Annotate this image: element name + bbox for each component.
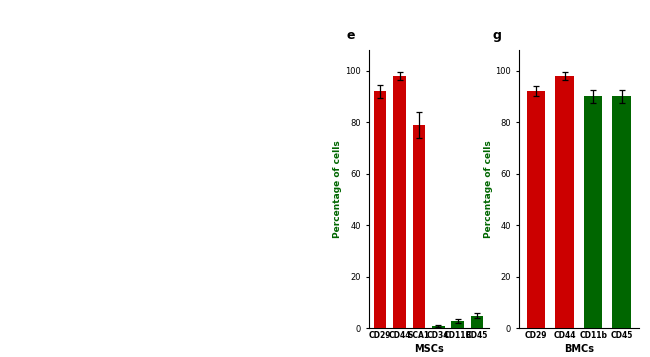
X-axis label: BMCs: BMCs	[564, 345, 594, 355]
Bar	[584, 96, 603, 328]
Bar	[612, 96, 631, 328]
Bar	[526, 91, 545, 328]
Text: g: g	[492, 29, 501, 42]
Bar	[374, 91, 387, 328]
Text: e: e	[347, 29, 356, 42]
Bar	[432, 326, 445, 328]
Bar	[452, 321, 464, 328]
Bar	[471, 316, 484, 328]
Bar	[555, 76, 574, 328]
X-axis label: MSCs: MSCs	[414, 345, 443, 355]
Bar	[413, 125, 425, 328]
Y-axis label: Percentage of cells: Percentage of cells	[333, 140, 343, 238]
Y-axis label: Percentage of cells: Percentage of cells	[484, 140, 493, 238]
Bar	[393, 76, 406, 328]
